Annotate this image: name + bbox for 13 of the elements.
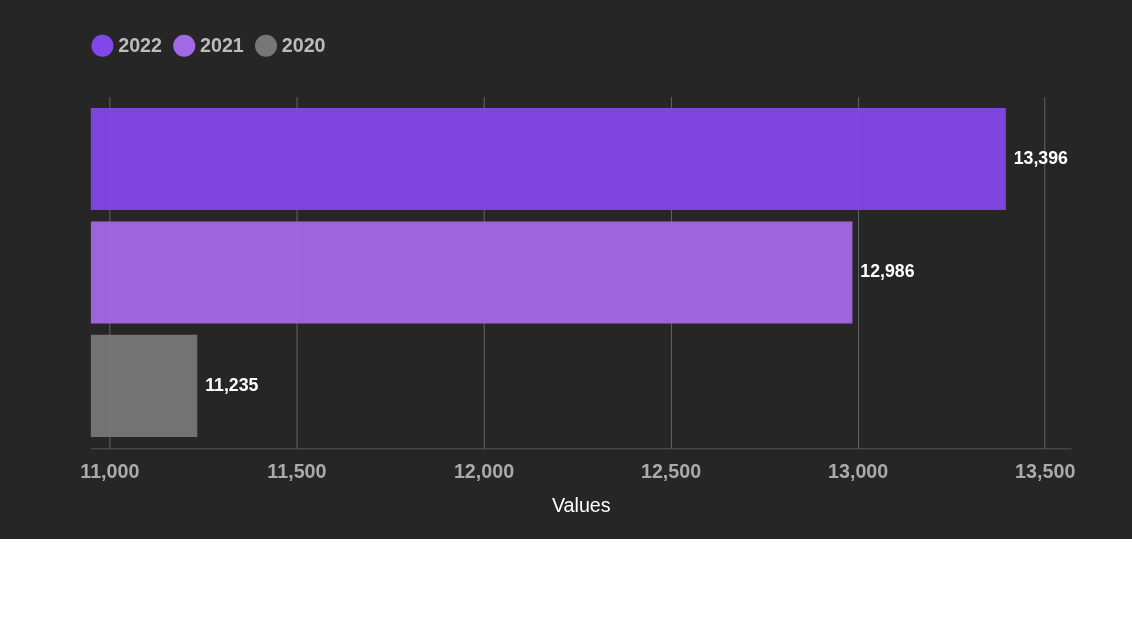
legend-label: 2020 xyxy=(281,33,326,56)
x-tick-label: 12,000 xyxy=(453,460,515,483)
x-tick-label: 13,500 xyxy=(1015,460,1076,483)
x-tick-label: 12,500 xyxy=(640,460,702,483)
x-tick-label: 13,000 xyxy=(828,460,889,483)
x-tick-label: 11,500 xyxy=(267,460,327,483)
data-label: 12,986 xyxy=(860,261,915,282)
data-label: 11,235 xyxy=(205,374,259,395)
data-label: 13,396 xyxy=(1013,147,1069,168)
x-tick-label: 11,000 xyxy=(80,460,140,483)
legend-label: 2021 xyxy=(200,33,244,56)
x-axis-title: Values xyxy=(551,493,611,516)
legend-label: 2022 xyxy=(118,33,163,56)
